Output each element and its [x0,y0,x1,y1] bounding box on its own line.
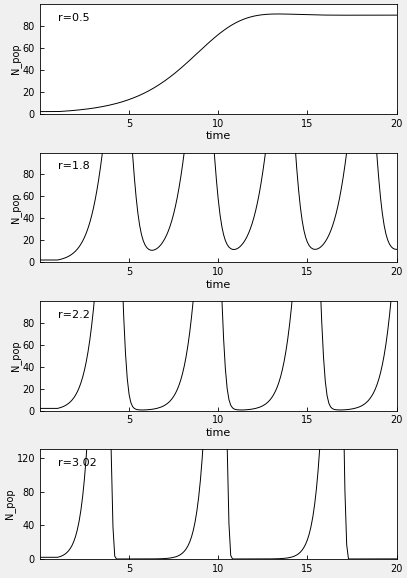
Text: r=0.5: r=0.5 [58,13,89,23]
Text: r=2.2: r=2.2 [58,310,90,320]
X-axis label: time: time [206,428,231,438]
Text: r=1.8: r=1.8 [58,161,90,171]
Y-axis label: N_pop: N_pop [10,340,21,371]
Text: r=3.02: r=3.02 [58,458,96,468]
Y-axis label: N_pop: N_pop [10,44,21,75]
Y-axis label: N_pop: N_pop [10,192,21,223]
X-axis label: time: time [206,131,231,142]
Y-axis label: N_pop: N_pop [4,489,15,520]
X-axis label: time: time [206,280,231,290]
